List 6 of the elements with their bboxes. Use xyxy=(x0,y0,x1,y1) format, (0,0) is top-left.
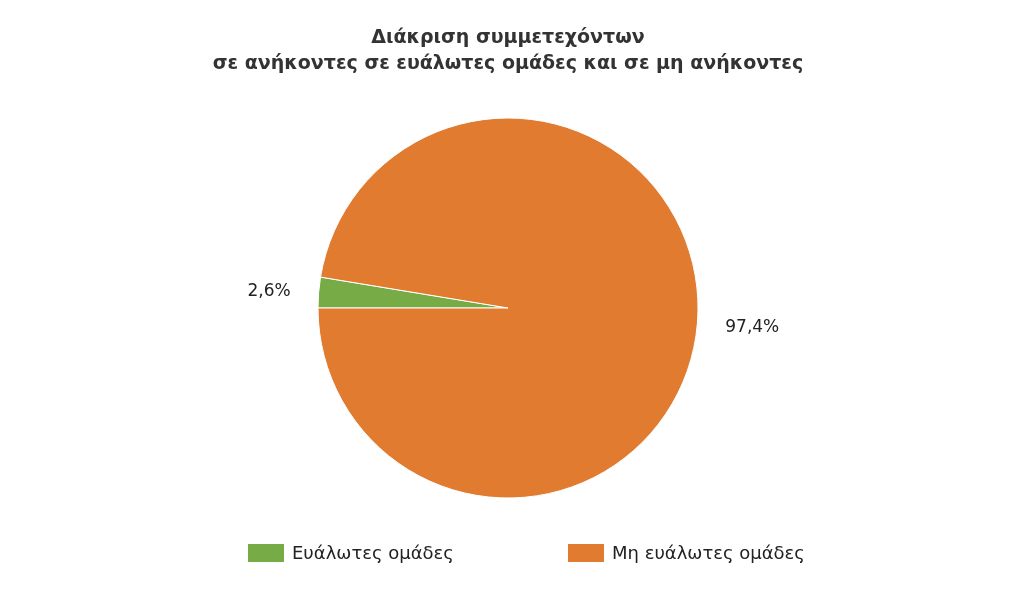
data-label: 2,6% xyxy=(247,280,291,301)
legend-label: Ευάλωτες ομάδες xyxy=(292,542,454,564)
chart-title: Διάκριση συμμετεχόντων σε ανήκοντες σε ευάλωτες ομάδες και σε μη ανήκοντες xyxy=(212,25,804,73)
legend-label: Μη ευάλωτες ομάδες xyxy=(612,542,805,564)
data-label: 97,4% xyxy=(725,315,780,336)
pie-slice xyxy=(317,117,699,499)
